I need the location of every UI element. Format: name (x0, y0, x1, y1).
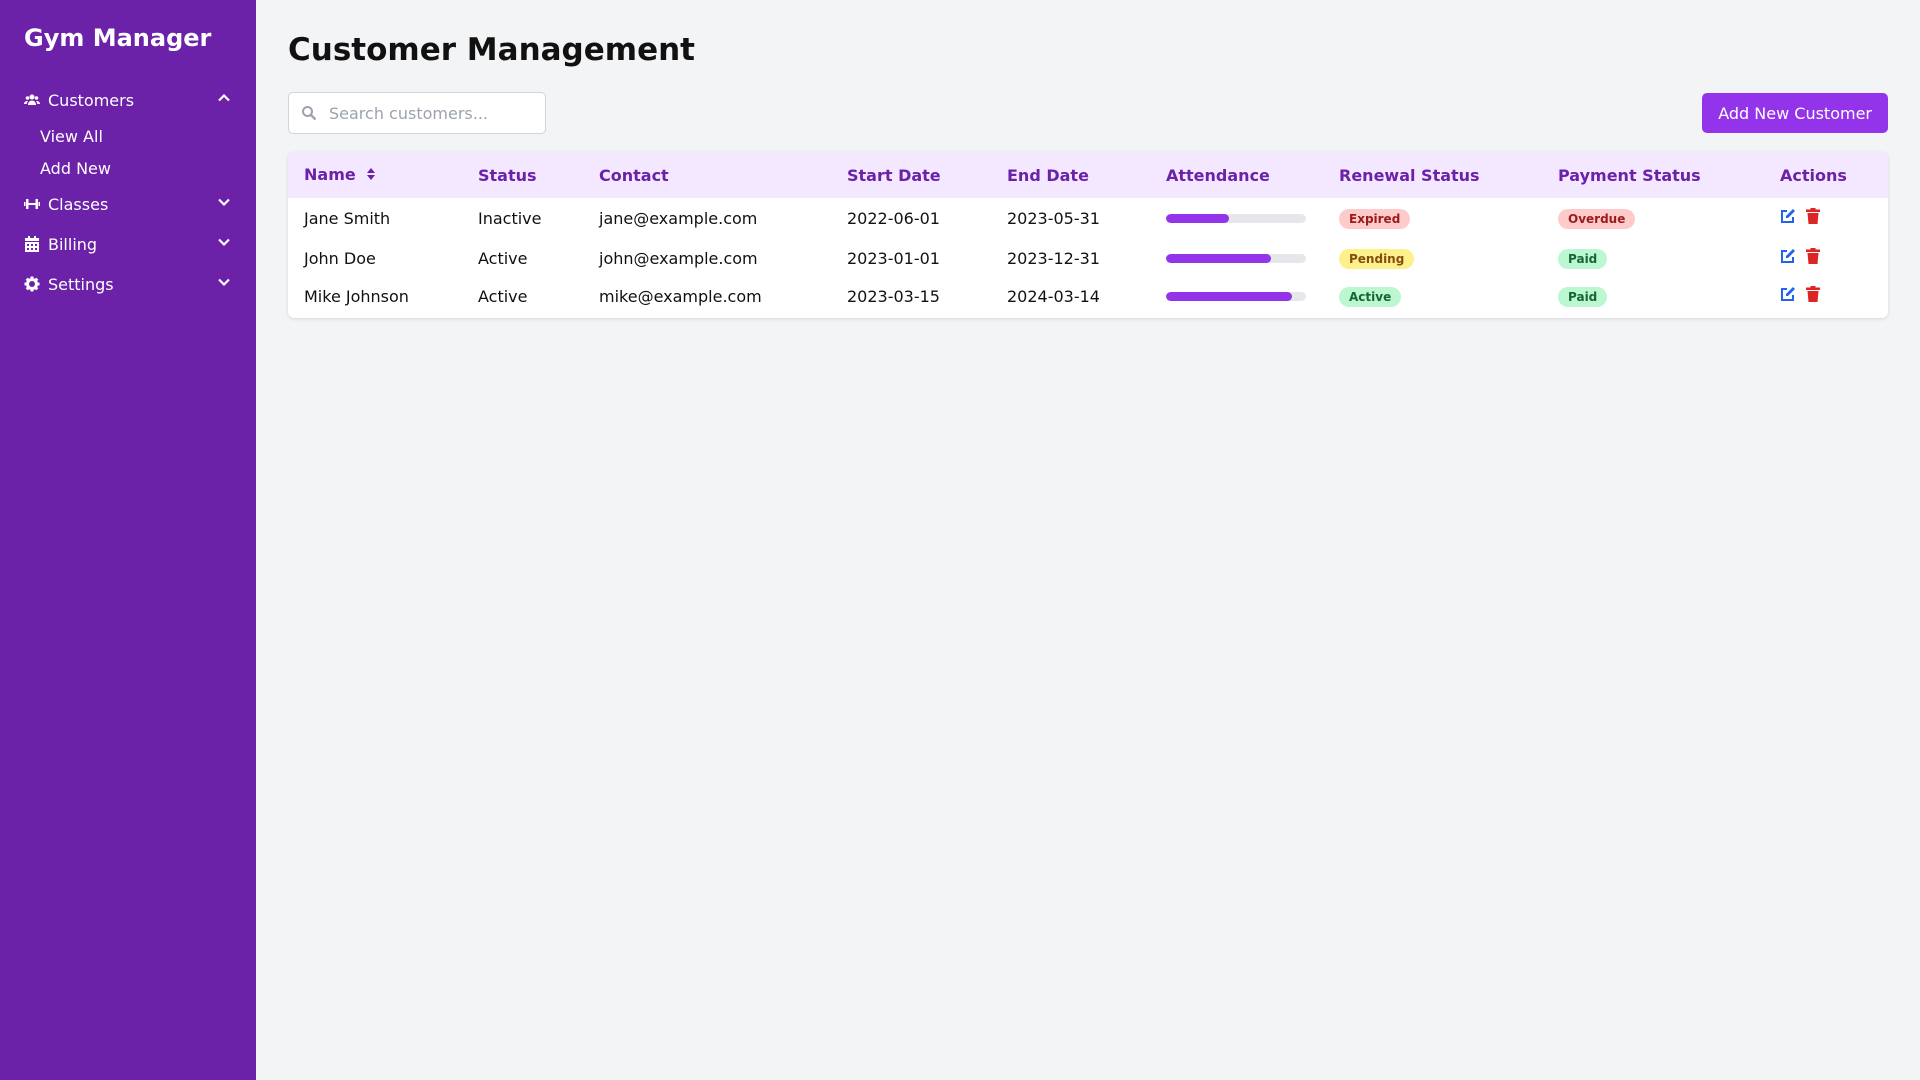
attendance-bar (1166, 253, 1306, 263)
edit-icon[interactable] (1780, 286, 1796, 306)
column-header-label: Name (304, 165, 356, 184)
cell-start-date: 2023-01-01 (847, 248, 940, 268)
cell-actions (1764, 198, 1888, 238)
table-row: Mike Johnson Active mike@example.com 202… (288, 278, 1888, 318)
app-title: Gym Manager (24, 24, 212, 52)
edit-icon[interactable] (1780, 248, 1796, 268)
page-title: Customer Management (288, 32, 695, 68)
column-header-label: Status (478, 165, 537, 185)
column-header: Payment Status (1542, 152, 1764, 198)
column-header-label: Attendance (1166, 165, 1270, 185)
delete-icon[interactable] (1806, 286, 1820, 306)
cell-payment: Paid (1542, 278, 1764, 318)
cell-actions (1764, 238, 1888, 278)
renewal-status-badge: Pending (1339, 248, 1415, 269)
column-header-label: Payment Status (1558, 165, 1701, 185)
attendance-fill (1166, 253, 1271, 263)
cell-end-date: 2023-05-31 (1007, 208, 1100, 228)
cell-status: Active (478, 248, 528, 268)
sidebar-subitem-add-new[interactable]: Add New (40, 158, 111, 178)
sidebar-item-label: Billing (48, 234, 98, 254)
cell-name: Mike Johnson (304, 286, 409, 306)
cell-renewal: Pending (1323, 238, 1542, 278)
sidebar-item-classes[interactable]: Classes (24, 184, 232, 224)
delete-icon[interactable] (1806, 208, 1820, 228)
column-header: End Date (991, 152, 1150, 198)
edit-icon[interactable] (1780, 208, 1796, 228)
column-header: Contact (583, 152, 831, 198)
sidebar: Gym Manager Customers View All Add New C… (0, 0, 256, 1080)
renewal-status-badge: Expired (1339, 208, 1411, 229)
cell-contact: john@example.com (599, 248, 758, 268)
calendar-icon (24, 236, 40, 252)
cell-attendance (1150, 278, 1323, 318)
sidebar-subitem-view-all[interactable]: View All (40, 126, 103, 146)
column-header-label: Contact (599, 165, 669, 185)
column-header: Status (462, 152, 583, 198)
cell-actions (1764, 278, 1888, 318)
chevron-down-icon (216, 234, 232, 254)
column-header-label: Start Date (847, 165, 941, 185)
sidebar-item-settings[interactable]: Settings (24, 264, 232, 304)
cell-contact: mike@example.com (599, 286, 762, 306)
chevron-down-icon (216, 274, 232, 294)
payment-status-badge: Paid (1558, 248, 1608, 269)
cell-status: Inactive (478, 208, 542, 228)
payment-status-badge: Paid (1558, 286, 1608, 307)
sidebar-item-billing[interactable]: Billing (24, 224, 232, 264)
attendance-fill (1166, 291, 1292, 301)
search-icon (301, 105, 317, 125)
column-header-label: Renewal Status (1339, 165, 1480, 185)
dumbbell-icon (24, 196, 40, 212)
users-icon (24, 92, 40, 108)
column-header[interactable]: Name (288, 152, 462, 198)
cell-contact: jane@example.com (599, 208, 758, 228)
column-header: Start Date (831, 152, 991, 198)
cell-status: Active (478, 286, 528, 306)
cell-payment: Paid (1542, 238, 1764, 278)
add-new-customer-button[interactable]: Add New Customer (1702, 93, 1888, 133)
sort-icon[interactable] (366, 166, 376, 185)
sidebar-item-label: Classes (48, 194, 109, 214)
sidebar-item-label: Customers (48, 90, 135, 110)
cell-renewal: Active (1323, 278, 1542, 318)
delete-icon[interactable] (1806, 248, 1820, 268)
cell-start-date: 2023-03-15 (847, 286, 940, 306)
cell-end-date: 2024-03-14 (1007, 286, 1100, 306)
cell-start-date: 2022-06-01 (847, 208, 940, 228)
cell-attendance (1150, 238, 1323, 278)
column-header: Attendance (1150, 152, 1323, 198)
attendance-bar (1166, 291, 1306, 301)
column-header-label: End Date (1007, 165, 1089, 185)
sidebar-item-label: Settings (48, 274, 114, 294)
search-input[interactable] (289, 93, 545, 133)
table-row: John Doe Active john@example.com 2023-01… (288, 238, 1888, 278)
attendance-bar (1166, 213, 1306, 223)
cell-payment: Overdue (1542, 198, 1764, 238)
cell-attendance (1150, 198, 1323, 238)
cell-name: Jane Smith (304, 208, 391, 228)
search-box (288, 92, 546, 134)
customers-table: Name Status Contact Start Date End Date Atten… (288, 152, 1888, 318)
column-header-label: Actions (1780, 165, 1847, 185)
gear-icon (24, 276, 40, 292)
cell-renewal: Expired (1323, 198, 1542, 238)
table-row: Jane Smith Inactive jane@example.com 202… (288, 198, 1888, 238)
column-header: Renewal Status (1323, 152, 1542, 198)
chevron-up-icon (216, 90, 232, 110)
cell-name: John Doe (304, 248, 376, 268)
cell-end-date: 2023-12-31 (1007, 248, 1100, 268)
attendance-fill (1166, 213, 1229, 223)
payment-status-badge: Overdue (1558, 208, 1636, 229)
sidebar-item-customers[interactable]: Customers (24, 80, 232, 120)
main-content: Customer Management Add New Customer Nam… (288, 0, 1888, 318)
chevron-down-icon (216, 194, 232, 214)
renewal-status-badge: Active (1339, 286, 1402, 307)
column-header: Actions (1764, 152, 1888, 198)
